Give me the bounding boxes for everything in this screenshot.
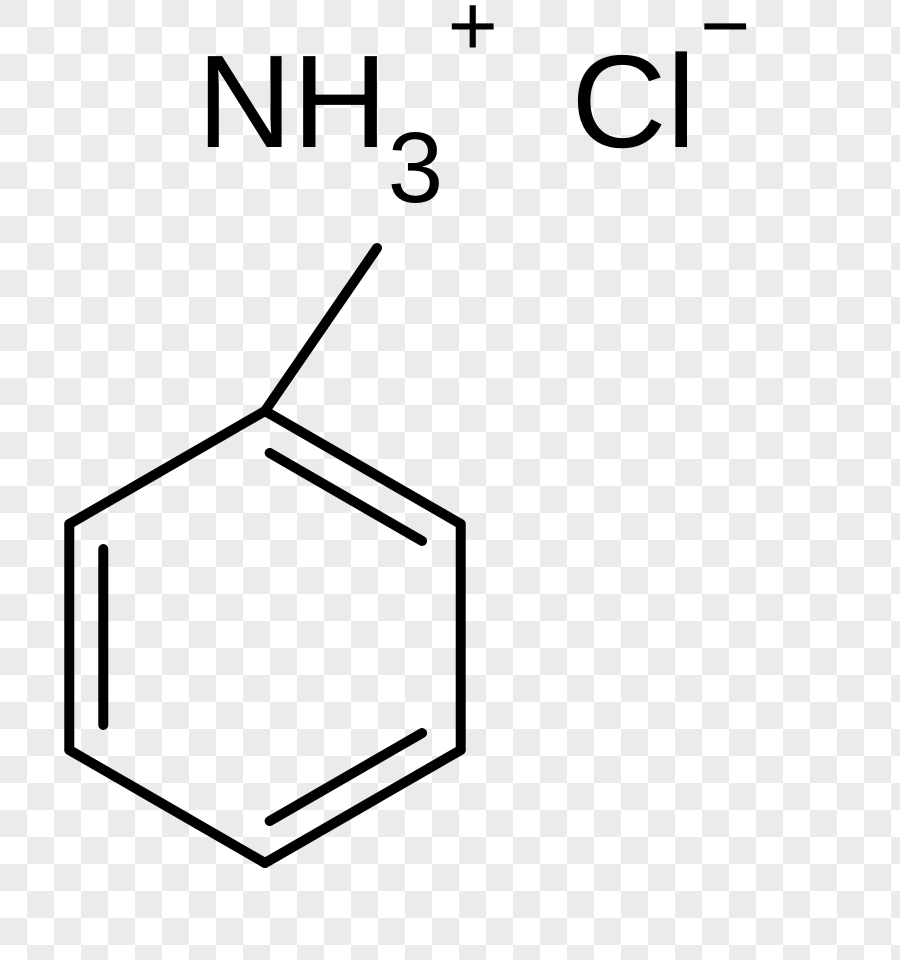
molecule-diagram	[0, 0, 900, 960]
